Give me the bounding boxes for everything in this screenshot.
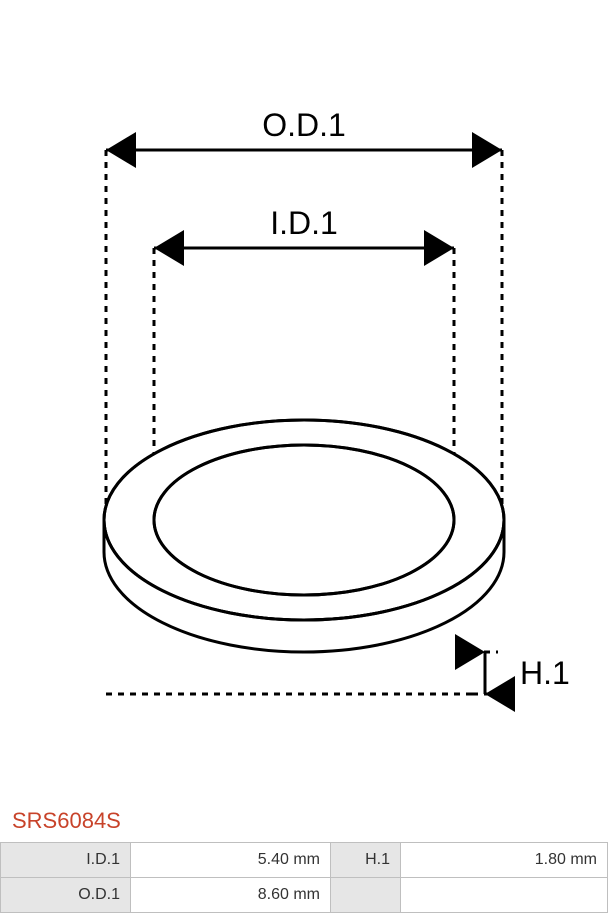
cell-label: O.D.1 xyxy=(1,878,131,913)
cell-value: 8.60 mm xyxy=(131,878,331,913)
cell-label: I.D.1 xyxy=(1,843,131,878)
label-id: I.D.1 xyxy=(270,205,338,241)
cell-value xyxy=(401,878,608,913)
label-od: O.D.1 xyxy=(262,107,346,143)
table-row: O.D.1 8.60 mm xyxy=(1,878,608,913)
dimension-diagram: O.D.1 I.D.1 H.1 xyxy=(0,0,608,800)
cell-label xyxy=(331,878,401,913)
dimensions-table: I.D.1 5.40 mm H.1 1.80 mm O.D.1 8.60 mm xyxy=(0,842,608,913)
cell-value: 1.80 mm xyxy=(401,843,608,878)
cell-value: 5.40 mm xyxy=(131,843,331,878)
table-row: I.D.1 5.40 mm H.1 1.80 mm xyxy=(1,843,608,878)
label-h: H.1 xyxy=(520,655,570,691)
cell-label: H.1 xyxy=(331,843,401,878)
part-code: SRS6084S xyxy=(12,808,608,834)
